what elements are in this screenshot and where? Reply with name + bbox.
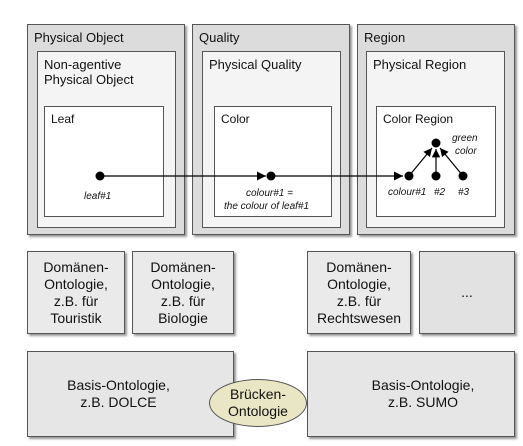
region-colour1-label: colour#1 [388,187,427,198]
green-color-label-line2: color [455,146,477,157]
physical-quality-title: Physical Quality [209,57,302,72]
color-panel: Color [214,106,332,217]
region-2-node [431,171,441,181]
more-ontologies-label: ... [461,284,473,300]
physical-object-title: Physical Object [34,30,124,45]
domain-rechtswesen-line3: z.B. für [336,292,382,309]
leaf1-label: leaf#1 [84,191,112,202]
basis-dolce-line1: Basis-Ontologie, [67,377,170,393]
color-region-title: Color Region [383,112,454,126]
color-title: Color [221,112,250,126]
physical-region-title: Physical Region [373,57,467,72]
colour1-label-line2: the colour of leaf#1 [224,201,310,212]
domain-biologie-line4: Biologie [158,309,208,326]
basis-sumo-line1: Basis-Ontologie, [371,377,475,393]
leaf-title: Leaf [51,112,75,126]
colour1-to-green-arrow [408,147,433,177]
basis-ontology-sumo: Basis-Ontologie, z.B. SUMO [307,351,515,437]
domain-biologie-line1: Domänen- [150,258,216,275]
basis-ontology-dolce: Basis-Ontologie, z.B. DOLCE [27,351,234,437]
more-ontologies-box: ... [419,251,515,334]
green-color-label-line1: green [452,133,478,144]
domain-touristik-line3: z.B. für [53,292,99,309]
region-colour1-node [404,171,414,181]
domain-ontology-rechtswesen: Domänen- Ontologie, z.B. für Rechtswesen [307,251,411,334]
domain-ontology-biologie: Domänen- Ontologie, z.B. für Biologie [132,251,234,334]
domain-biologie-line3: z.B. für [160,292,206,309]
bridge-ontology-ellipse: Brücken- Ontologie [209,379,307,427]
bridge-line1: Brücken- [229,386,287,402]
basis-sumo-line2: z.B. SUMO [387,394,458,410]
leaf-panel: Leaf [44,106,164,217]
domain-rechtswesen-line2: Ontologie, [327,275,391,292]
node3-to-green-arrow [439,147,464,177]
domain-rechtswesen-line1: Domänen- [326,258,392,275]
domain-rechtswesen-line4: Rechtswesen [316,309,402,326]
green-color-node [431,138,441,148]
domain-touristik-line2: Ontologie, [44,275,108,292]
domain-ontology-touristik: Domänen- Ontologie, z.B. für Touristik [27,251,125,334]
quality-title: Quality [199,30,240,45]
non-agentive-physical-object-title: Non-agentive Physical Object [44,57,134,87]
colour1-label-line1: colour#1 = [246,188,293,199]
colour1-node [266,171,276,181]
region-3-label: #3 [458,187,470,198]
domain-touristik-line1: Domänen- [43,258,109,275]
basis-dolce-line2: z.B. DOLCE [80,394,157,410]
region-2-label: #2 [434,187,446,198]
leaf1-node [95,171,105,181]
region-title: Region [364,30,406,45]
region-3-node [458,171,468,181]
bridge-line2: Ontologie [228,403,288,419]
domain-biologie-line2: Ontologie, [151,275,215,292]
domain-touristik-line4: Touristik [50,309,102,326]
